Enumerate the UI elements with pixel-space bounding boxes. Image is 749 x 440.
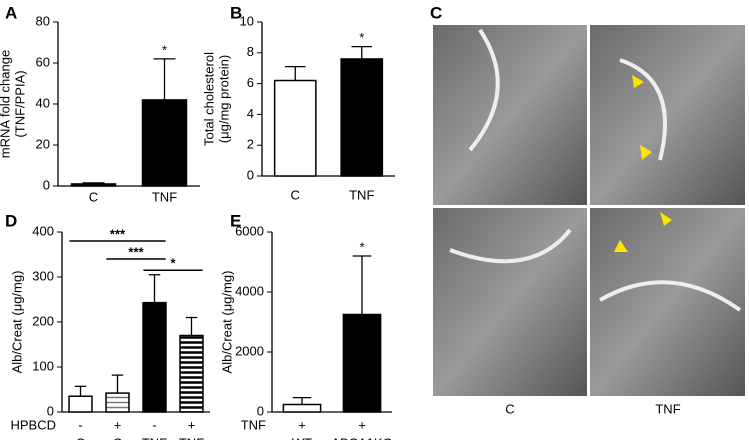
y-tick-label: 6 — [247, 75, 254, 90]
panel-letter: D — [5, 211, 17, 230]
y-axis-label: (μg/mg protein) — [216, 55, 231, 143]
bar — [273, 79, 317, 177]
bar — [342, 313, 382, 413]
row-label: TNF — [241, 417, 266, 432]
y-axis-label: Alb/Creat (μg/mg) — [219, 271, 234, 374]
row-value: + — [358, 417, 366, 432]
row-value: - — [78, 417, 82, 432]
panel-letter: C — [430, 3, 442, 22]
significance-label: * — [359, 239, 364, 254]
bar — [105, 392, 130, 413]
y-tick-label: 0 — [257, 403, 264, 418]
y-tick-label: 300 — [32, 268, 54, 283]
y-tick-label: 100 — [32, 358, 54, 373]
significance-label: *** — [110, 226, 126, 241]
bar — [179, 334, 204, 413]
y-tick-label: 20 — [36, 136, 50, 151]
x-tick-label: C — [291, 187, 300, 202]
y-tick-label: 200 — [32, 313, 54, 328]
significance-label: * — [170, 256, 176, 271]
y-tick-label: 0 — [47, 403, 54, 418]
significance-label: * — [162, 42, 167, 57]
bar — [282, 403, 322, 413]
panel-letter: A — [5, 3, 17, 22]
arrowhead — [632, 75, 644, 88]
y-tick-label: 60 — [36, 54, 50, 69]
bar — [68, 395, 93, 413]
y-axis-label: (TNF/PPIA) — [12, 70, 27, 137]
image-label: TNF — [655, 401, 680, 416]
x-tick-label: TNF — [179, 435, 204, 440]
row-value: + — [188, 417, 196, 432]
y-tick-label: 6000 — [235, 223, 264, 238]
arrowhead — [614, 240, 628, 252]
arrowhead — [660, 212, 672, 226]
y-tick-label: 2000 — [235, 343, 264, 358]
y-tick-label: 80 — [36, 13, 50, 28]
bar — [142, 301, 167, 413]
membrane — [449, 28, 742, 312]
significance-label: * — [359, 30, 364, 45]
micrograph — [590, 25, 745, 205]
x-tick-label: TNF — [349, 187, 374, 202]
arrowhead — [640, 145, 652, 160]
panel-letter: B — [230, 3, 242, 22]
y-axis-label: Alb/Creat (μg/mg) — [9, 271, 24, 374]
y-tick-label: 10 — [240, 13, 254, 28]
bar — [141, 99, 188, 187]
y-tick-label: 400 — [32, 223, 54, 238]
y-axis-label: Total cholesterol — [201, 52, 216, 146]
row-value: + — [298, 417, 306, 432]
x-tick-label: C — [89, 189, 98, 204]
bar — [340, 58, 384, 177]
x-tick-label: C — [113, 435, 122, 440]
micrograph — [433, 25, 587, 205]
row-value: + — [114, 417, 122, 432]
x-tick-label: WT — [292, 435, 312, 440]
x-tick-label: ABCA1KO — [331, 435, 392, 440]
y-tick-label: 40 — [36, 95, 50, 110]
y-tick-label: 4 — [247, 106, 254, 121]
row-value: - — [152, 417, 156, 432]
y-tick-label: 0 — [247, 167, 254, 182]
image-label: C — [505, 401, 514, 416]
x-tick-label: TNF — [152, 189, 177, 204]
y-tick-label: 8 — [247, 44, 254, 59]
x-tick-label: C — [76, 435, 85, 440]
row-label: HPBCD — [10, 417, 56, 432]
y-tick-label: 4000 — [235, 283, 264, 298]
x-tick-label: TNF — [142, 435, 167, 440]
y-axis-label: mRNA fold change — [0, 50, 12, 158]
bar — [70, 183, 117, 187]
micrograph — [590, 208, 745, 396]
significance-label: *** — [128, 244, 144, 259]
y-tick-label: 0 — [43, 177, 50, 192]
y-tick-label: 2 — [247, 137, 254, 152]
panel-letter: E — [230, 211, 241, 230]
